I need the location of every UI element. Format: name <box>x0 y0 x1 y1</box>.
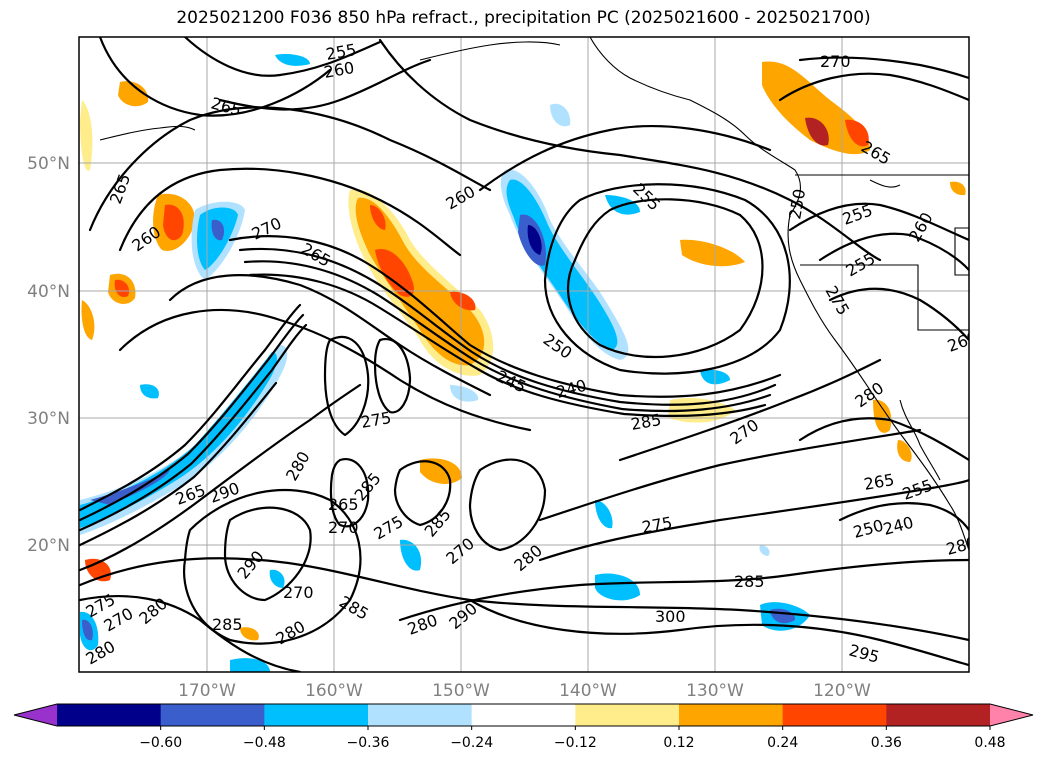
colorbar-segment <box>575 704 680 726</box>
colorbar-segment <box>782 704 887 726</box>
contour-label: 300 <box>655 607 686 626</box>
graticule <box>79 37 969 672</box>
lon-label: 140°W <box>559 681 617 701</box>
contour-label: 265 <box>328 495 359 514</box>
refractivity-contours <box>79 37 969 672</box>
colorbar-segment <box>886 704 991 726</box>
contour-label: 270 <box>820 52 851 71</box>
contour-label: 285 <box>212 615 243 634</box>
colorbar-tick-label: −0.12 <box>554 735 597 751</box>
colorbar-segment <box>679 704 784 726</box>
colorbar-extend-low <box>14 704 57 726</box>
colorbar-tick-label: 0.24 <box>767 735 798 751</box>
contour-label: 285 <box>734 572 765 591</box>
lat-label: 40°N <box>27 282 70 302</box>
lon-label: 120°W <box>813 681 871 701</box>
colorbar-tick-label: −0.48 <box>243 735 286 751</box>
precip-positive-shading <box>80 61 966 641</box>
lon-label: 170°W <box>178 681 236 701</box>
colorbar-tick-label: 0.36 <box>871 735 902 751</box>
precip-negative-shading <box>80 54 810 672</box>
colorbar-segment <box>57 704 162 726</box>
lat-label: 50°N <box>27 154 70 174</box>
map-title: 2025021200 F036 850 hPa refract., precip… <box>176 8 871 28</box>
map-frame <box>78 36 970 673</box>
colorbar: −0.60 −0.48 −0.36 −0.24 −0.12 0.12 0.24 0.36 0.4… <box>13 703 1034 751</box>
lon-label: 160°W <box>305 681 363 701</box>
lat-label: 20°N <box>27 536 70 556</box>
map-area: 255 260 270 265 265 265 260 270 265 260 … <box>79 37 969 672</box>
latitude-labels: 50°N 40°N 30°N 20°N <box>27 154 70 556</box>
colorbar-segment <box>471 704 576 726</box>
coastlines <box>99 37 969 551</box>
colorbar-tick-label: −0.60 <box>139 735 182 751</box>
colorbar-tick-label: 0.48 <box>974 735 1005 751</box>
longitude-labels: 170°W 160°W 150°W 140°W 130°W 120°W <box>178 681 871 701</box>
colorbar-segment <box>264 704 369 726</box>
contour-label: 270 <box>328 518 359 537</box>
contour-label: 270 <box>283 583 314 602</box>
colorbar-segment <box>160 704 265 726</box>
lon-label: 130°W <box>686 681 744 701</box>
colorbar-tick-label: 0.12 <box>663 735 694 751</box>
lat-label: 30°N <box>27 409 70 429</box>
colorbar-tick-label: −0.36 <box>347 735 390 751</box>
lon-label: 150°W <box>432 681 490 701</box>
colorbar-tick-label: −0.24 <box>450 735 493 751</box>
colorbar-extend-high <box>990 704 1033 726</box>
colorbar-segment <box>368 704 473 726</box>
colorbar-outline <box>13 703 1034 727</box>
